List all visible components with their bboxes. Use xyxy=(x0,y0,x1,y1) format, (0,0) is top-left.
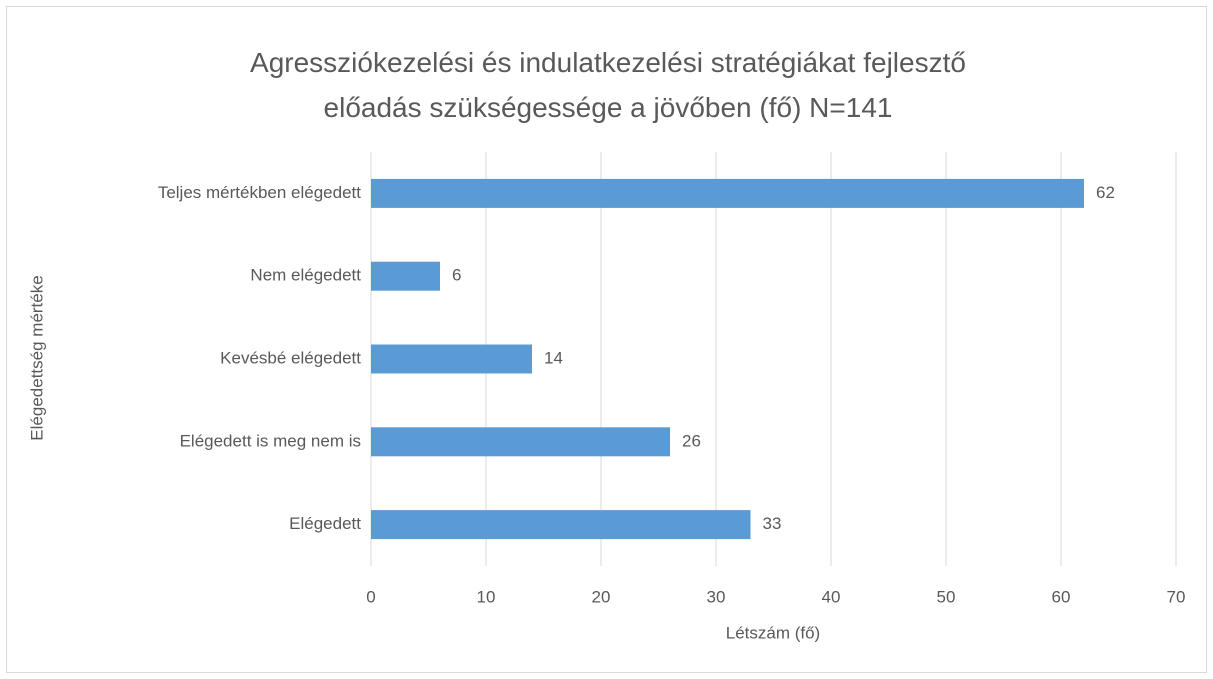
x-tick-label: 60 xyxy=(1052,587,1071,606)
data-label: 33 xyxy=(763,514,782,533)
x-tick-label: 20 xyxy=(592,587,611,606)
y-tick-label: Kevésbé elégedett xyxy=(220,348,361,367)
y-tick-label: Elégedett xyxy=(289,514,361,533)
y-axis-label: Elégedettség mértéke xyxy=(27,275,46,440)
y-tick-label: Nem elégedett xyxy=(250,266,361,285)
x-tick-label: 10 xyxy=(477,587,496,606)
y-tick-label: Elégedett is meg nem is xyxy=(180,431,361,450)
chart-border xyxy=(6,6,1207,673)
x-tick-label: 40 xyxy=(822,587,841,606)
x-tick-label: 70 xyxy=(1167,587,1186,606)
x-axis-label: Létszám (fő) xyxy=(726,623,820,642)
data-label: 14 xyxy=(544,348,563,367)
chart-title: Agressziókezelési és indulatkezelési str… xyxy=(250,47,966,123)
bar xyxy=(371,510,751,540)
data-label: 26 xyxy=(682,431,701,450)
y-tick-label: Teljes mértékben elégedett xyxy=(158,183,361,202)
x-tick-label: 50 xyxy=(937,587,956,606)
data-label: 6 xyxy=(452,266,461,285)
bar xyxy=(371,427,670,457)
x-tick-label: 30 xyxy=(707,587,726,606)
x-tick-label: 0 xyxy=(366,587,375,606)
data-label: 62 xyxy=(1096,183,1115,202)
bar xyxy=(371,178,1084,208)
bar xyxy=(371,344,532,374)
bar xyxy=(371,261,440,291)
